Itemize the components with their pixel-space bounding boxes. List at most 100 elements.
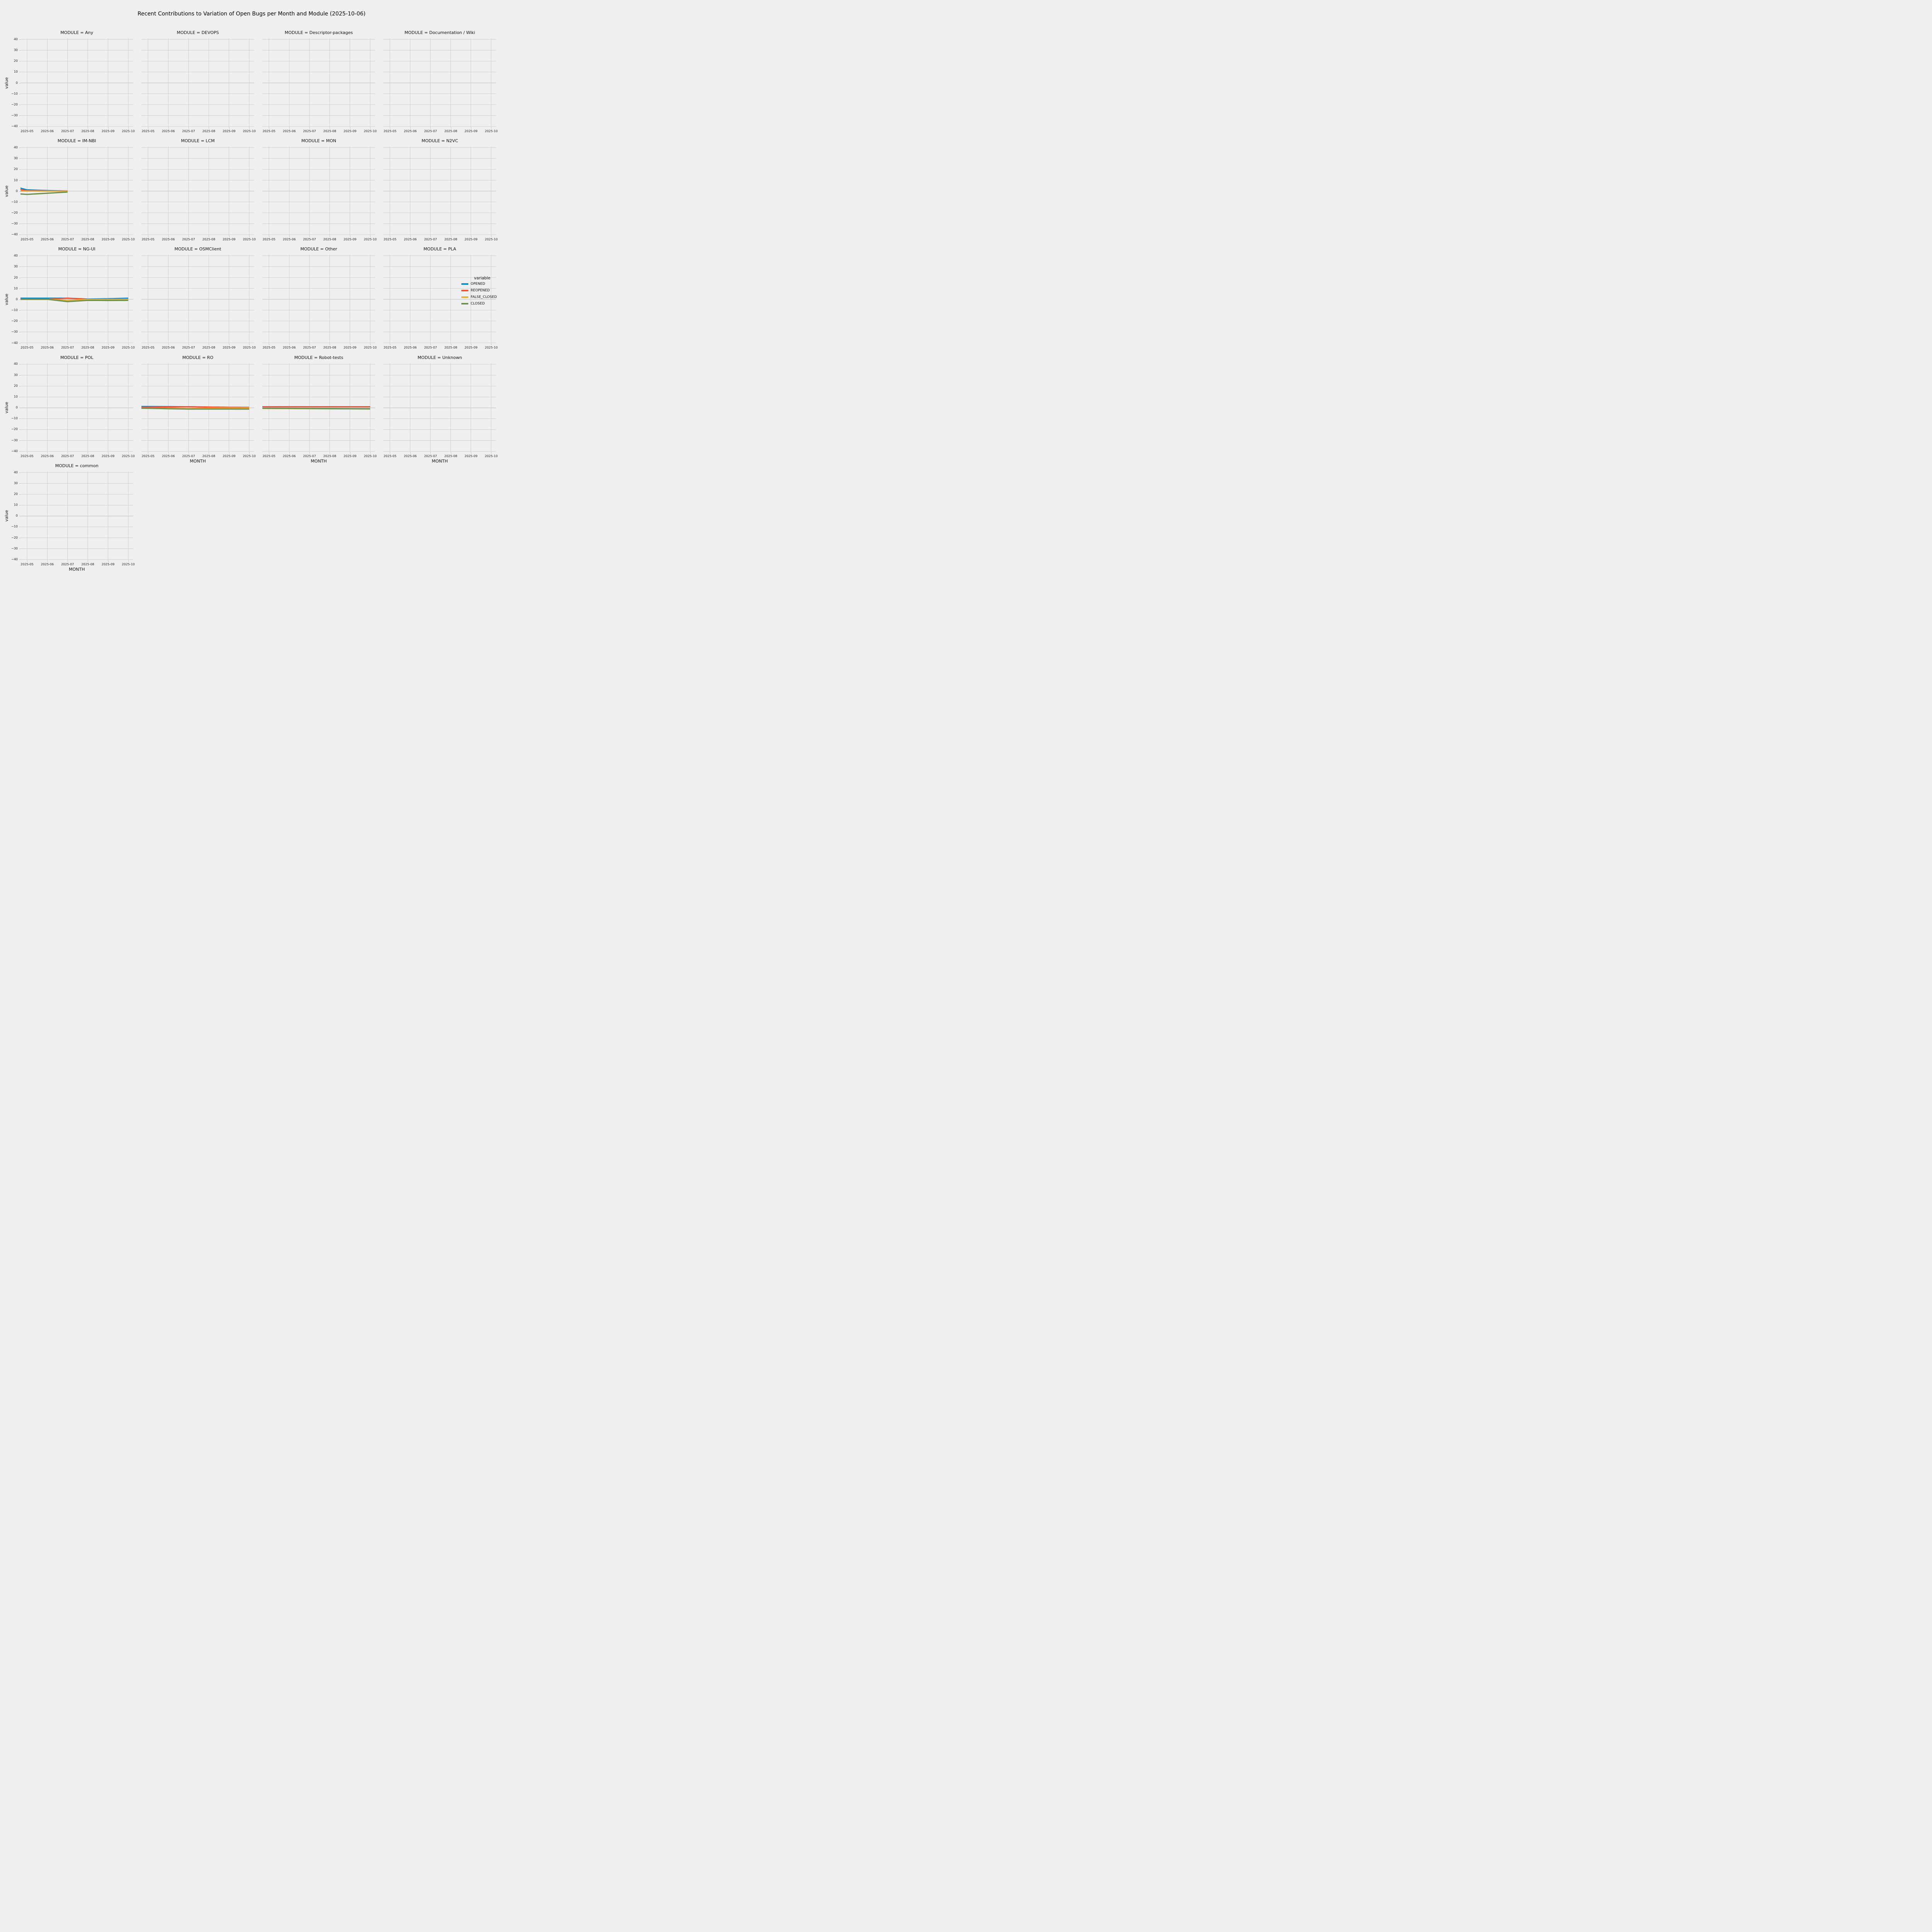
y-tickmark [19,126,20,127]
x-tick-label: 2025-08 [323,129,337,133]
plot-area-Documentation / Wiki [383,38,496,128]
y-axis-label: value [4,510,9,522]
x-tickmark [491,128,492,129]
x-tick-label: 2025-08 [323,238,337,242]
x-axis-label: MONTH [432,458,448,464]
x-tick-label: 2025-10 [122,346,135,350]
x-tick-label: 2025-05 [141,129,155,133]
subplot-title-IM-NBI: MODULE = IM-NBI [57,138,96,144]
y-tick-label: 0 [15,189,18,193]
x-tick-label: 2025-09 [101,562,115,566]
x-tick-label: 2025-07 [61,238,74,242]
x-tick-label: 2025-06 [282,346,296,350]
plot-area-N2VC [383,146,496,236]
x-tickmark [410,236,411,237]
x-tickmark [370,452,371,454]
x-tick-label: 2025-09 [464,238,478,242]
y-tick-label: 40 [14,37,18,41]
y-tickmark [19,494,20,495]
x-tick-label: 2025-07 [61,129,74,133]
x-axis-label: MONTH [69,566,85,572]
x-tick-label: 2025-07 [182,129,195,133]
plot-area-IM-NBI [20,146,133,236]
x-tickmark [370,344,371,345]
legend-entries: OPENED REOPENED FALSE_CLOSED CLOSED [461,282,503,306]
y-tick-label: −30 [11,330,18,334]
plot-area-OSMClient [141,255,254,344]
x-tickmark [128,344,129,345]
y-tickmark [19,310,20,311]
plot-area-RO [141,363,254,452]
y-tick-label: 20 [14,492,18,496]
x-tick-label: 2025-08 [202,454,216,458]
x-tick-label: 2025-05 [262,129,276,133]
legend-title: variable [474,276,491,281]
x-tick-label: 2025-06 [41,346,54,350]
legend-entry-REOPENED: REOPENED [461,289,503,293]
x-tick-label: 2025-06 [41,454,54,458]
x-tick-label: 2025-05 [20,129,34,133]
y-tick-label: −10 [11,200,18,204]
x-tick-label: 2025-08 [444,346,457,350]
x-tick-label: 2025-08 [81,238,94,242]
x-tick-label: 2025-06 [404,129,417,133]
x-tickmark [108,560,109,562]
y-tick-label: 0 [15,514,18,518]
plot-area-LCM [141,146,254,236]
x-tickmark [249,236,250,237]
x-tick-label: 2025-08 [323,454,337,458]
subplot-title-Robot-tests: MODULE = Robot-tests [294,355,344,360]
y-tick-label: −40 [11,449,18,453]
plot-area-Robot-tests [262,363,375,452]
x-tickmark [491,452,492,454]
y-tick-label: −30 [11,438,18,442]
x-tick-label: 2025-07 [182,454,195,458]
y-tickmark [19,158,20,159]
y-tick-label: 20 [14,59,18,63]
x-tickmark [229,236,230,237]
plot-area-Any [20,38,133,128]
x-tick-label: 2025-10 [485,454,498,458]
x-tick-label: 2025-07 [61,562,74,566]
y-tick-label: −40 [11,233,18,236]
x-tick-label: 2025-05 [262,454,276,458]
x-tick-label: 2025-06 [41,562,54,566]
x-tick-label: 2025-05 [20,562,34,566]
x-tickmark [128,452,129,454]
plot-area-Unknown [383,363,496,452]
x-tick-label: 2025-08 [202,129,216,133]
x-tick-label: 2025-07 [424,129,437,133]
x-tick-label: 2025-08 [323,346,337,350]
legend-label: CLOSED [471,302,485,306]
x-tick-label: 2025-05 [262,346,276,350]
subplot-title-Other: MODULE = Other [300,247,337,252]
x-tickmark [168,344,169,345]
y-tickmark [19,180,20,181]
x-tick-label: 2025-09 [344,454,357,458]
x-tick-label: 2025-08 [444,238,457,242]
x-tickmark [128,560,129,562]
y-tick-label: −10 [11,417,18,420]
x-tick-label: 2025-07 [182,346,195,350]
x-tick-label: 2025-05 [141,454,155,458]
y-tickmark [19,483,20,484]
x-tick-label: 2025-05 [383,454,397,458]
x-tick-label: 2025-06 [282,454,296,458]
y-tick-label: 10 [14,395,18,398]
y-tickmark [19,39,20,40]
x-tickmark [168,452,169,454]
x-tickmark [430,344,431,345]
subplot-title-N2VC: MODULE = N2VC [421,138,458,144]
x-tick-label: 2025-09 [344,346,357,350]
x-axis-label: MONTH [190,458,206,464]
y-tick-label: −40 [11,557,18,561]
y-tick-label: 20 [14,276,18,279]
line-CLOSED [141,407,250,410]
x-tick-label: 2025-08 [202,238,216,242]
x-tickmark [410,452,411,454]
y-tick-label: −10 [11,525,18,529]
y-tick-label: −20 [11,211,18,215]
y-tick-label: 30 [14,265,18,269]
x-tick-label: 2025-10 [364,238,377,242]
y-tick-label: 40 [14,146,18,150]
